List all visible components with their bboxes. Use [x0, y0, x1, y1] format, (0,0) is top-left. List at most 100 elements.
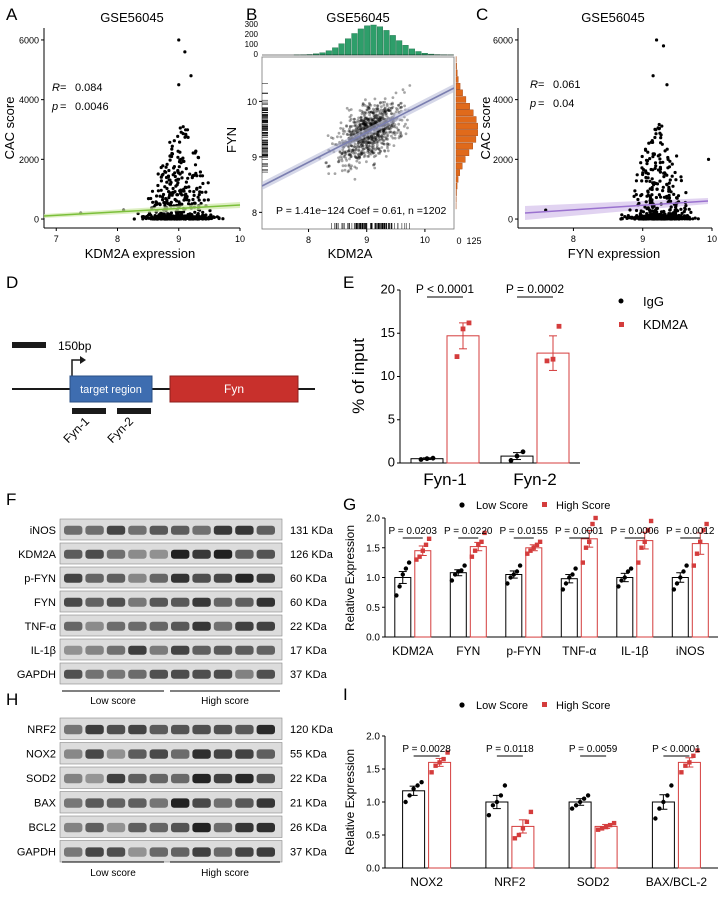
blot-band: [256, 773, 275, 784]
data-point: [388, 127, 392, 131]
p-value-label: P = 0.0002: [506, 282, 564, 296]
primer-fyn-2: [117, 408, 151, 414]
data-point: [544, 358, 550, 364]
data-point: [363, 110, 367, 114]
data-point: [498, 793, 504, 798]
histogram-bar: [455, 122, 478, 130]
scatter-points: [544, 38, 711, 221]
data-point: [371, 139, 375, 143]
x-tick-label: 10: [235, 234, 245, 244]
data-point: [361, 144, 365, 148]
data-point: [347, 108, 351, 112]
data-point: [357, 141, 360, 145]
blot-band: [85, 549, 104, 559]
blot-band: [85, 847, 104, 857]
data-point: [345, 132, 349, 136]
data-point: [380, 137, 384, 141]
data-point: [190, 217, 194, 221]
data-point: [376, 131, 380, 135]
data-point: [665, 793, 670, 798]
data-point: [341, 129, 345, 133]
p-value-label: P = 0.0220: [444, 526, 493, 537]
data-point: [366, 124, 370, 128]
data-point: [366, 137, 370, 141]
x-tick-label: 10: [420, 235, 430, 245]
data-point: [400, 105, 403, 109]
data-point: [200, 174, 205, 178]
data-point: [603, 824, 609, 830]
data-point: [375, 135, 378, 139]
fyn-gene-label: Fyn: [224, 382, 244, 396]
y-tick-label: 0: [388, 455, 395, 470]
data-point: [433, 763, 438, 768]
data-point: [387, 127, 391, 131]
data-point: [346, 133, 350, 137]
data-point: [368, 141, 371, 145]
data-point: [168, 154, 172, 158]
band-size-label: 22 KDa: [290, 621, 328, 633]
data-point: [363, 125, 367, 128]
data-point: [164, 165, 168, 169]
data-point: [482, 530, 487, 536]
legend-kdm2a: KDM2A: [643, 317, 688, 332]
data-point: [376, 133, 380, 137]
western-blot: NRF2 120 KDa NOX2 55 KDa SOD2 22 KDa BAX 21 KDa…: [17, 717, 334, 863]
data-point: [374, 137, 378, 141]
band-size-label: 60 KDa: [290, 573, 328, 585]
data-point: [366, 150, 369, 154]
data-point: [362, 121, 366, 125]
data-point: [198, 185, 202, 189]
data-point: [355, 127, 358, 131]
data-point: [359, 152, 363, 156]
data-point: [166, 214, 170, 218]
data-point: [351, 129, 355, 132]
data-point: [358, 140, 362, 144]
data-point: [353, 177, 357, 181]
data-point: [395, 131, 399, 135]
data-point: [560, 587, 566, 592]
band-label: GAPDH: [17, 669, 56, 681]
x-category-label: FYN: [456, 644, 480, 658]
blot-band: [171, 669, 190, 679]
legend-marker-igg: [618, 298, 624, 304]
data-point: [685, 217, 689, 221]
data-point: [706, 157, 711, 161]
data-point: [336, 135, 339, 139]
data-point: [520, 449, 526, 455]
data-point: [628, 566, 634, 571]
data-point: [517, 563, 523, 568]
data-point: [354, 146, 358, 150]
data-point: [373, 136, 377, 139]
data-point: [364, 123, 368, 127]
blot-band: [192, 645, 211, 655]
r-label: R: [52, 82, 60, 94]
data-point: [350, 144, 354, 148]
data-point: [357, 128, 360, 132]
data-point: [361, 119, 364, 122]
data-point: [380, 141, 383, 145]
data-point: [340, 159, 344, 163]
blot-band: [85, 798, 104, 808]
data-point: [372, 116, 376, 119]
histogram-bar: [455, 82, 461, 90]
data-point: [377, 118, 381, 121]
data-point: [373, 121, 377, 125]
histogram-bar: [455, 102, 470, 110]
p-value-label: P = 0.0006: [611, 526, 660, 537]
blot-band: [106, 773, 126, 784]
data-point: [348, 130, 352, 133]
data-point: [362, 119, 366, 123]
data-point: [385, 137, 388, 141]
data-point: [661, 160, 665, 164]
data-point: [479, 539, 484, 544]
data-point: [368, 101, 371, 105]
data-point: [368, 137, 372, 141]
data-point: [682, 210, 686, 214]
data-point: [646, 172, 650, 176]
blot-band: [213, 645, 233, 655]
data-point: [348, 124, 352, 128]
blot-band: [235, 525, 254, 535]
data-point: [376, 114, 379, 118]
data-point: [195, 187, 199, 191]
blot-band: [192, 621, 211, 631]
